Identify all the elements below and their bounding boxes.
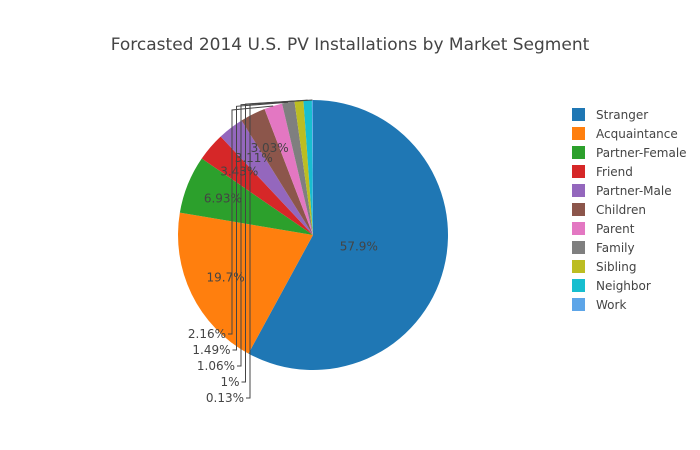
pie-slice-sibling[interactable] xyxy=(294,100,313,235)
pie-slice-family[interactable] xyxy=(282,101,313,235)
slice-label-stranger: 57.9% xyxy=(340,240,378,254)
leader-line-parent xyxy=(228,105,274,335)
legend: Stranger Acquaintance Partner-Female Friend… xyxy=(572,108,687,312)
legend-item-partner-male[interactable]: Partner-Male xyxy=(572,184,672,198)
legend-item-stranger[interactable]: Stranger xyxy=(572,108,648,122)
slice-label-neighbor: 1% xyxy=(220,375,239,389)
pie-slice-stranger[interactable] xyxy=(248,100,449,370)
legend-swatch xyxy=(572,146,585,159)
legend-item-family[interactable]: Family xyxy=(572,241,635,255)
legend-item-acquaintance[interactable]: Acquaintance xyxy=(572,127,678,141)
legend-item-work[interactable]: Work xyxy=(572,298,626,312)
slice-label-acquaintance: 19.7% xyxy=(207,271,245,285)
slice-label-parent: 2.16% xyxy=(188,327,226,341)
legend-swatch xyxy=(572,203,585,216)
pie-slice-children[interactable] xyxy=(241,108,313,235)
legend-label: Children xyxy=(596,203,646,217)
legend-item-children[interactable]: Children xyxy=(572,203,646,217)
pie-slice-partner-female[interactable] xyxy=(179,158,313,235)
legend-item-neighbor[interactable]: Neighbor xyxy=(572,279,651,293)
legend-label: Parent xyxy=(596,222,635,236)
leader-line-work xyxy=(246,99,313,399)
legend-swatch xyxy=(572,260,585,273)
slice-label-family: 1.49% xyxy=(192,343,230,357)
leader-line-family xyxy=(232,101,289,351)
legend-label: Work xyxy=(596,298,626,312)
legend-swatch xyxy=(572,184,585,197)
pie-slice-friend[interactable] xyxy=(201,136,313,235)
legend-label: Neighbor xyxy=(596,279,651,293)
pie-slice-work[interactable] xyxy=(311,100,313,235)
legend-label: Partner-Female xyxy=(596,146,687,160)
pie-labels: 57.9%19.7%6.93%3.43%3.11%3.03%2.16%1.49%… xyxy=(188,99,378,405)
slice-label-partner-male: 3.11% xyxy=(235,151,273,165)
slice-label-friend: 3.43% xyxy=(220,165,258,179)
legend-swatch xyxy=(572,298,585,311)
legend-swatch xyxy=(572,127,585,140)
pie-slice-neighbor[interactable] xyxy=(303,100,313,235)
pie-slice-parent[interactable] xyxy=(264,103,313,235)
legend-swatch xyxy=(572,108,585,121)
legend-swatch xyxy=(572,165,585,178)
legend-swatch xyxy=(572,241,585,254)
chart-title: Forcasted 2014 U.S. PV Installations by … xyxy=(111,35,590,55)
legend-item-friend[interactable]: Friend xyxy=(572,165,633,179)
slice-label-children: 3.03% xyxy=(251,141,289,155)
legend-label: Sibling xyxy=(596,260,636,274)
legend-item-partner-female[interactable]: Partner-Female xyxy=(572,146,687,160)
slice-label-sibling: 1.06% xyxy=(197,359,235,373)
slice-label-work: 0.13% xyxy=(206,391,244,405)
legend-label: Family xyxy=(596,241,635,255)
legend-item-parent[interactable]: Parent xyxy=(572,222,635,236)
pie-slices xyxy=(178,100,449,370)
legend-label: Stranger xyxy=(596,108,648,122)
legend-item-sibling[interactable]: Sibling xyxy=(572,260,636,274)
legend-label: Partner-Male xyxy=(596,184,672,198)
pie-slice-partner-male[interactable] xyxy=(220,120,313,235)
legend-swatch xyxy=(572,222,585,235)
legend-label: Acquaintance xyxy=(596,127,678,141)
legend-label: Friend xyxy=(596,165,633,179)
legend-swatch xyxy=(572,279,585,292)
